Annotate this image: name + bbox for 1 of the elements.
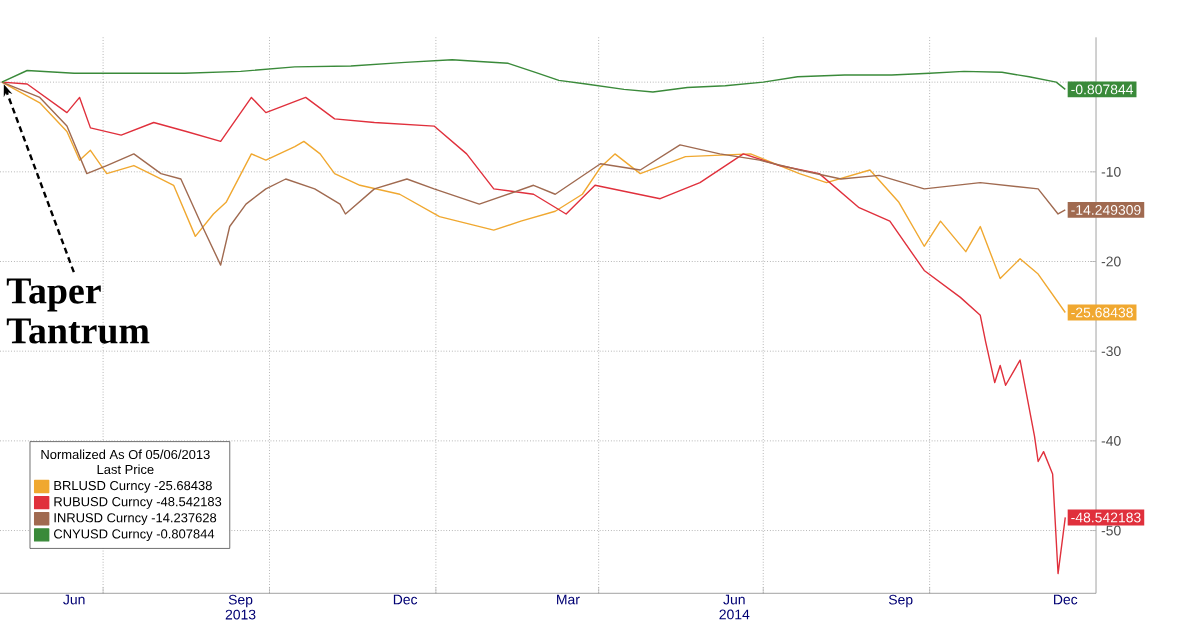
annotation: Taper Tantrum (6, 278, 150, 344)
